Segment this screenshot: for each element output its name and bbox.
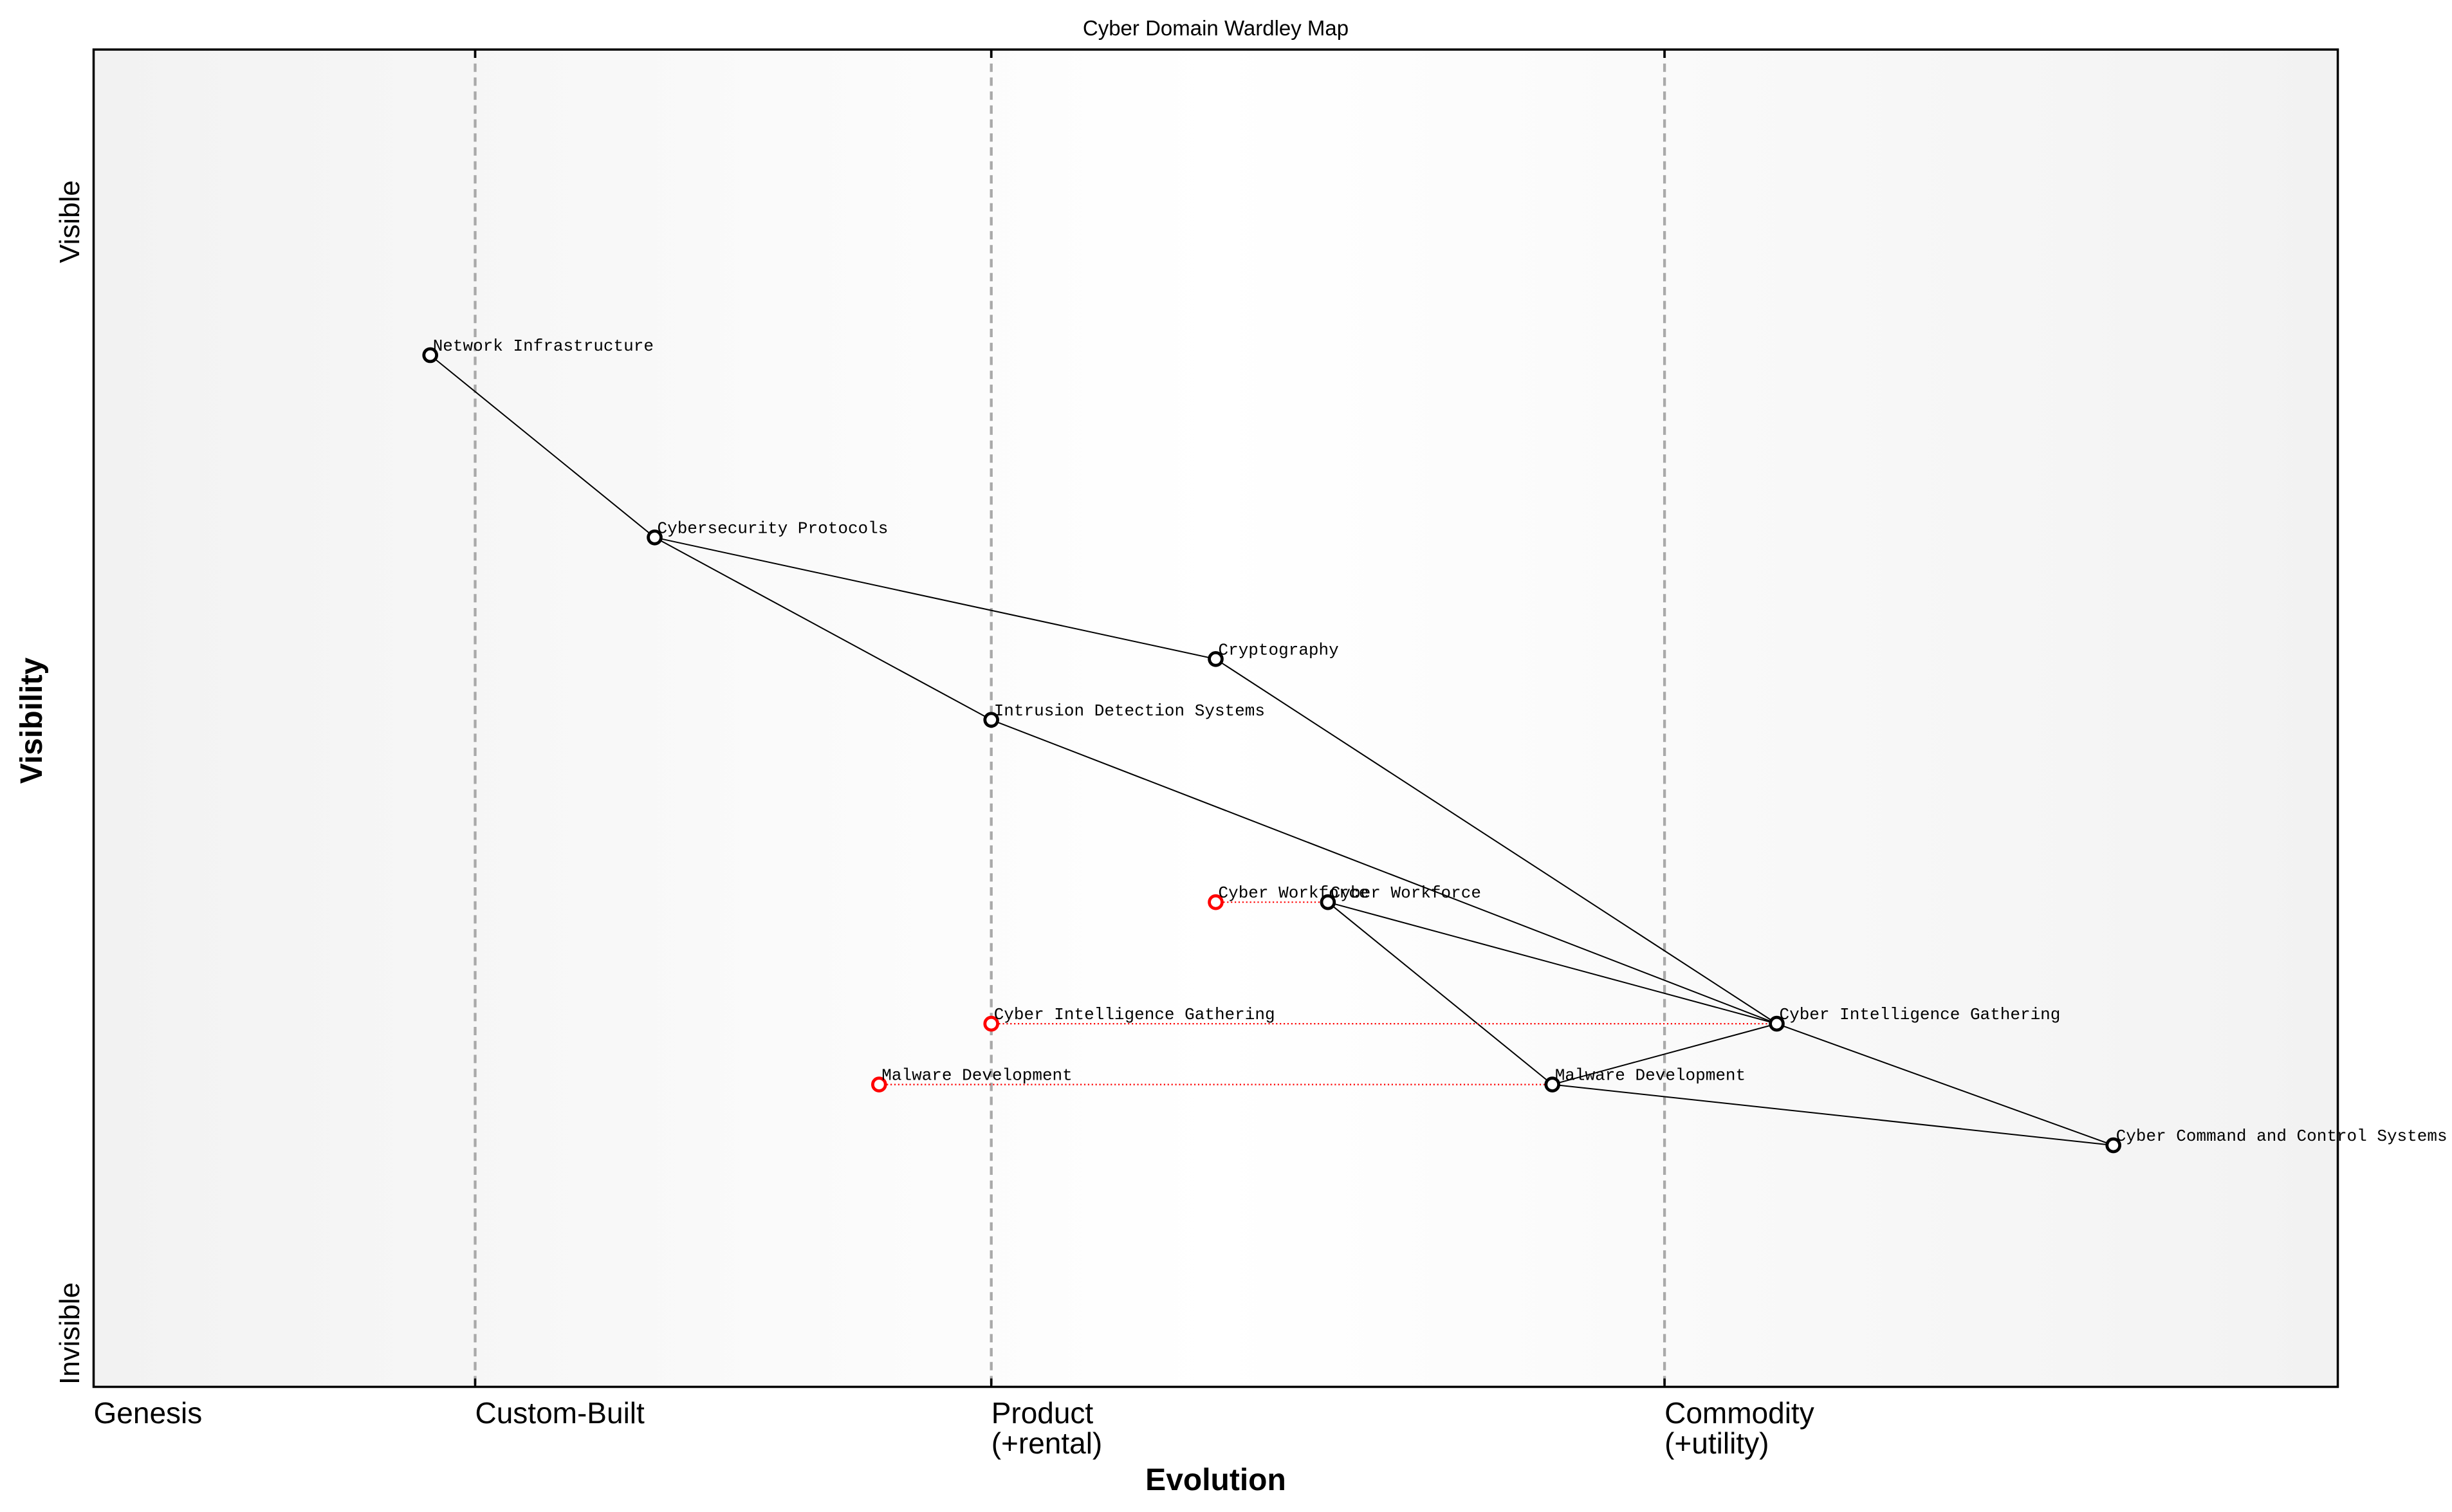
svg-text:Genesis: Genesis (94, 1396, 203, 1430)
svg-text:Custom-Built: Custom-Built (475, 1396, 645, 1430)
svg-text:Commodity: Commodity (1664, 1396, 1814, 1430)
svg-text:Intrusion Detection Systems: Intrusion Detection Systems (994, 701, 1265, 721)
svg-text:Cryptography: Cryptography (1219, 640, 1339, 659)
svg-text:Malware Development: Malware Development (881, 1066, 1072, 1085)
svg-text:Product: Product (991, 1396, 1094, 1430)
svg-text:Evolution: Evolution (1145, 1463, 1286, 1497)
svg-text:(+rental): (+rental) (991, 1426, 1103, 1460)
svg-text:Cyber Workforce: Cyber Workforce (1331, 883, 1481, 903)
svg-text:Cyber Workforce: Cyber Workforce (1219, 883, 1369, 903)
svg-text:Invisible: Invisible (54, 1282, 86, 1385)
svg-text:Cyber Intelligence Gathering: Cyber Intelligence Gathering (1780, 1005, 2061, 1024)
svg-text:Visible: Visible (54, 180, 86, 263)
svg-text:Network Infrastructure: Network Infrastructure (433, 337, 654, 356)
svg-text:Cyber Domain Wardley Map: Cyber Domain Wardley Map (1083, 16, 1349, 40)
svg-text:Cybersecurity Protocols: Cybersecurity Protocols (658, 519, 889, 538)
svg-text:Cyber Intelligence Gathering: Cyber Intelligence Gathering (994, 1005, 1275, 1024)
svg-text:Malware Development: Malware Development (1555, 1066, 1746, 1085)
svg-text:Visibility: Visibility (15, 657, 49, 784)
svg-text:Cyber Command and Control Syst: Cyber Command and Control Systems (2116, 1127, 2447, 1146)
svg-text:(+utility): (+utility) (1664, 1426, 1769, 1460)
